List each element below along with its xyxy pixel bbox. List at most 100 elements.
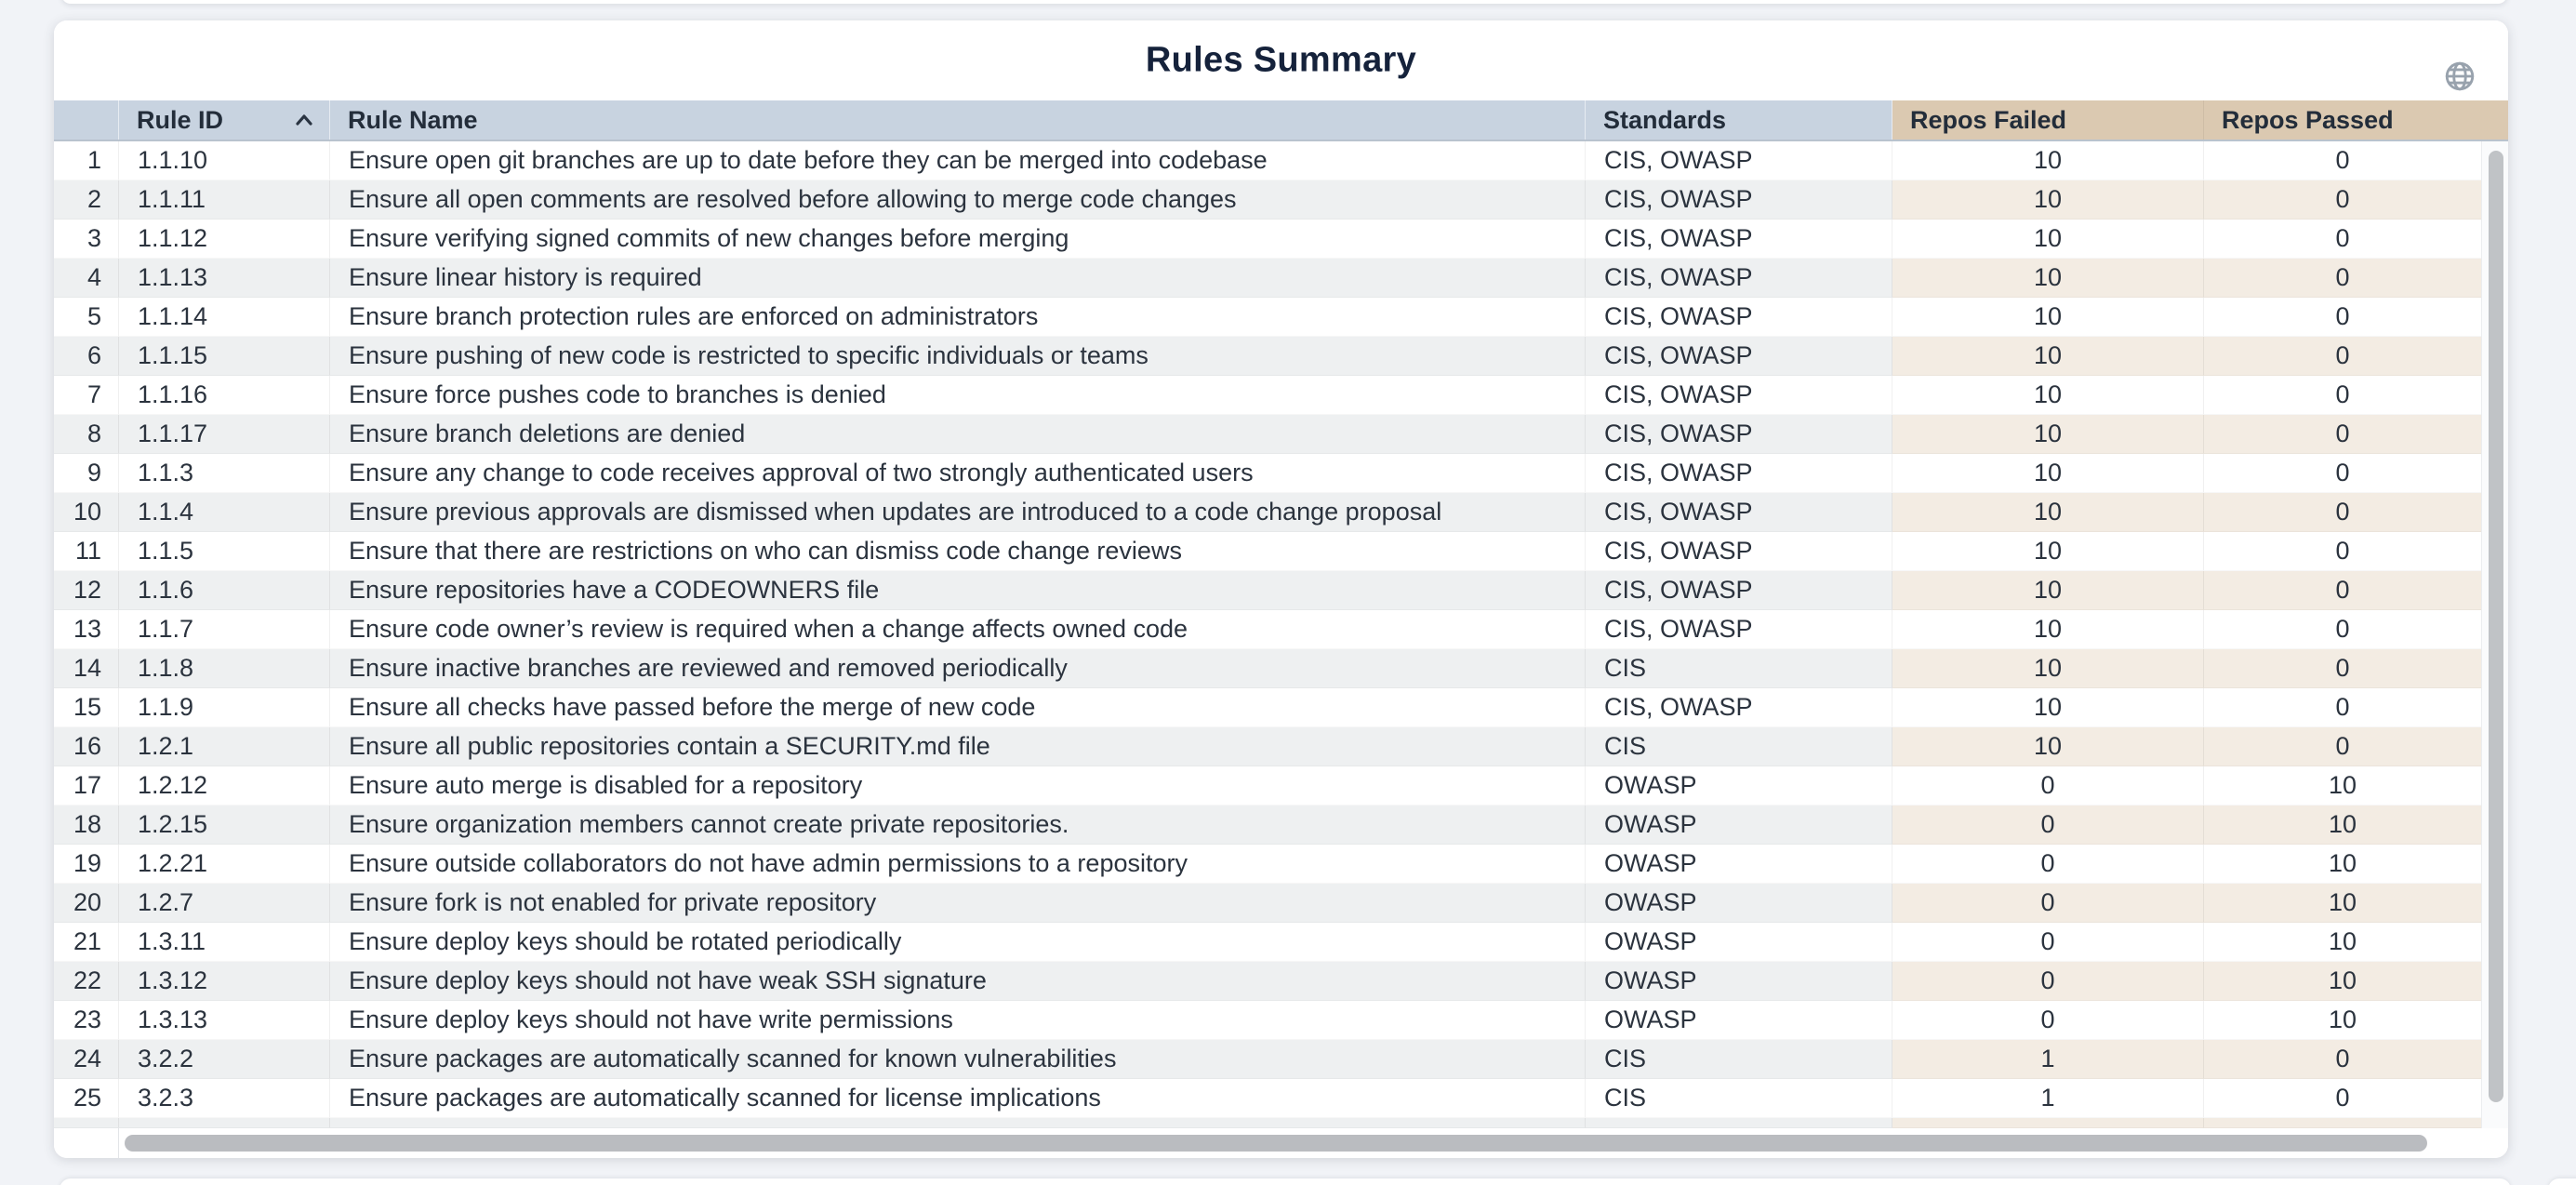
- header-cell-row-number: [54, 100, 119, 140]
- cell-rule-id: 1.1.10: [119, 141, 330, 180]
- cell-rule-name: Ensure branch deletions are denied: [330, 415, 1586, 454]
- cell-row-number: 8: [54, 415, 119, 454]
- table-row[interactable]: 10 1.1.4 Ensure previous approvals are dis…: [54, 493, 2481, 532]
- globe-button[interactable]: [2439, 56, 2480, 97]
- cell-rule-id: 3.2.3: [119, 1079, 330, 1118]
- table-row[interactable]: 1 1.1.10 Ensure open git branches are up t…: [54, 141, 2481, 180]
- horizontal-scrollbar-thumb[interactable]: [125, 1135, 2427, 1152]
- table-row[interactable]: 6 1.1.15 Ensure pushing of new code is res…: [54, 337, 2481, 376]
- cell-rule-name: Ensure all open comments are resolved be…: [330, 180, 1586, 220]
- cell-standards: CIS, OWASP: [1586, 180, 1892, 220]
- cell-repos-passed: 0: [2204, 610, 2481, 649]
- cell-repos-failed: 0: [1892, 884, 2204, 923]
- cell-repos-failed: 0: [1892, 923, 2204, 962]
- table-row[interactable]: 18 1.2.15 Ensure organization members cann…: [54, 806, 2481, 845]
- cell-row-number: 3: [54, 220, 119, 259]
- cell-rule-name: Ensure force pushes code to branches is …: [330, 376, 1586, 415]
- table-row[interactable]: 21 1.3.11 Ensure deploy keys should be rot…: [54, 923, 2481, 962]
- table-row[interactable]: 23 1.3.13 Ensure deploy keys should not ha…: [54, 1001, 2481, 1040]
- cell-standards: CIS, OWASP: [1586, 571, 1892, 610]
- cell-repos-passed: 0: [2204, 454, 2481, 493]
- table-row[interactable]: 9 1.1.3 Ensure any change to code receives…: [54, 454, 2481, 493]
- cell-standards: OWASP: [1586, 766, 1892, 806]
- cell-rule-id: 1.1.5: [119, 532, 330, 571]
- table-row[interactable]: 11 1.1.5 Ensure that there are restriction…: [54, 532, 2481, 571]
- cell-repos-passed: 0: [2204, 1079, 2481, 1118]
- table-row[interactable]: 8 1.1.17 Ensure branch deletions are denie…: [54, 415, 2481, 454]
- cell-repos-passed: [2204, 1118, 2481, 1128]
- table-row[interactable]: 3 1.1.12 Ensure verifying signed commits o…: [54, 220, 2481, 259]
- cell-rule-id: 1.1.3: [119, 454, 330, 493]
- cell-rule-name: Ensure linear history is required: [330, 259, 1586, 298]
- table-row[interactable]: 17 1.2.12 Ensure auto merge is disabled fo…: [54, 766, 2481, 806]
- cell-standards: OWASP: [1586, 962, 1892, 1001]
- header-cell-repos-passed[interactable]: Repos Passed: [2204, 100, 2508, 140]
- cell-row-number: 13: [54, 610, 119, 649]
- table-row[interactable]: 13 1.1.7 Ensure code owner’s review is req…: [54, 610, 2481, 649]
- cell-rule-name: Ensure auto merge is disabled for a repo…: [330, 766, 1586, 806]
- cell-repos-failed: 10: [1892, 220, 2204, 259]
- cell-rule-id: [119, 1118, 330, 1128]
- table-row[interactable]: 15 1.1.9 Ensure all checks have passed bef…: [54, 688, 2481, 727]
- table-header-row: Rule ID Rule Name Standards Repos Failed…: [54, 100, 2508, 141]
- cell-rule-name: Ensure previous approvals are dismissed …: [330, 493, 1586, 532]
- header-cell-standards[interactable]: Standards: [1586, 100, 1892, 140]
- cell-repos-passed: 0: [2204, 376, 2481, 415]
- cell-repos-passed: 10: [2204, 766, 2481, 806]
- cell-rule-id: 1.3.13: [119, 1001, 330, 1040]
- table-row[interactable]: 7 1.1.16 Ensure force pushes code to branc…: [54, 376, 2481, 415]
- cell-standards: CIS: [1586, 1079, 1892, 1118]
- table-row[interactable]: 22 1.3.12 Ensure deploy keys should not ha…: [54, 962, 2481, 1001]
- cell-standards: CIS, OWASP: [1586, 337, 1892, 376]
- table-row[interactable]: 12 1.1.6 Ensure repositories have a CODEOW…: [54, 571, 2481, 610]
- table-row[interactable]: 25 3.2.3 Ensure packages are automatically…: [54, 1079, 2481, 1118]
- cell-rule-id: 1.1.7: [119, 610, 330, 649]
- cell-row-number: 15: [54, 688, 119, 727]
- cell-repos-failed: [1892, 1118, 2204, 1128]
- table-row[interactable]: 16 1.2.1 Ensure all public repositories co…: [54, 727, 2481, 766]
- cell-repos-failed: 10: [1892, 298, 2204, 337]
- vertical-scrollbar-thumb[interactable]: [2489, 151, 2503, 1102]
- cell-rule-name: Ensure packages are automatically scanne…: [330, 1079, 1586, 1118]
- table-row-clipped: [54, 1118, 2481, 1128]
- table-row[interactable]: 20 1.2.7 Ensure fork is not enabled for pr…: [54, 884, 2481, 923]
- cell-rule-name: Ensure inactive branches are reviewed an…: [330, 649, 1586, 688]
- cell-row-number: 14: [54, 649, 119, 688]
- cell-rule-id: 1.3.12: [119, 962, 330, 1001]
- cell-row-number: 10: [54, 493, 119, 532]
- header-cell-rule-name[interactable]: Rule Name: [330, 100, 1586, 140]
- horizontal-scrollbar-track[interactable]: [54, 1128, 2508, 1158]
- vertical-scrollbar-track[interactable]: [2481, 141, 2508, 1128]
- cell-rule-id: 1.2.21: [119, 845, 330, 884]
- cell-repos-failed: 10: [1892, 415, 2204, 454]
- cell-repos-failed: 0: [1892, 806, 2204, 845]
- cell-repos-passed: 0: [2204, 141, 2481, 180]
- cell-rule-id: 1.1.14: [119, 298, 330, 337]
- cell-rule-name: Ensure all public repositories contain a…: [330, 727, 1586, 766]
- cell-row-number: 6: [54, 337, 119, 376]
- cell-repos-failed: 10: [1892, 727, 2204, 766]
- table-row[interactable]: 2 1.1.11 Ensure all open comments are reso…: [54, 180, 2481, 220]
- cell-row-number: 18: [54, 806, 119, 845]
- table-row[interactable]: 14 1.1.8 Ensure inactive branches are revi…: [54, 649, 2481, 688]
- cell-row-number: 4: [54, 259, 119, 298]
- table-row[interactable]: 4 1.1.13 Ensure linear history is required…: [54, 259, 2481, 298]
- cell-repos-failed: 10: [1892, 376, 2204, 415]
- cell-standards: [1586, 1118, 1892, 1128]
- cell-standards: CIS, OWASP: [1586, 688, 1892, 727]
- cell-repos-passed: 10: [2204, 1001, 2481, 1040]
- cell-repos-passed: 0: [2204, 727, 2481, 766]
- table-row[interactable]: 5 1.1.14 Ensure branch protection rules ar…: [54, 298, 2481, 337]
- cell-repos-passed: 0: [2204, 180, 2481, 220]
- cell-repos-passed: 10: [2204, 884, 2481, 923]
- table-row[interactable]: 19 1.2.21 Ensure outside collaborators do …: [54, 845, 2481, 884]
- header-cell-rule-id[interactable]: Rule ID: [119, 100, 330, 140]
- cell-rule-name: [330, 1118, 1586, 1128]
- header-cell-repos-failed[interactable]: Repos Failed: [1892, 100, 2204, 140]
- table-row[interactable]: 24 3.2.2 Ensure packages are automatically…: [54, 1040, 2481, 1079]
- cell-row-number: 21: [54, 923, 119, 962]
- cell-standards: CIS, OWASP: [1586, 415, 1892, 454]
- cell-row-number: 2: [54, 180, 119, 220]
- pinned-column-divider: [118, 1128, 119, 1158]
